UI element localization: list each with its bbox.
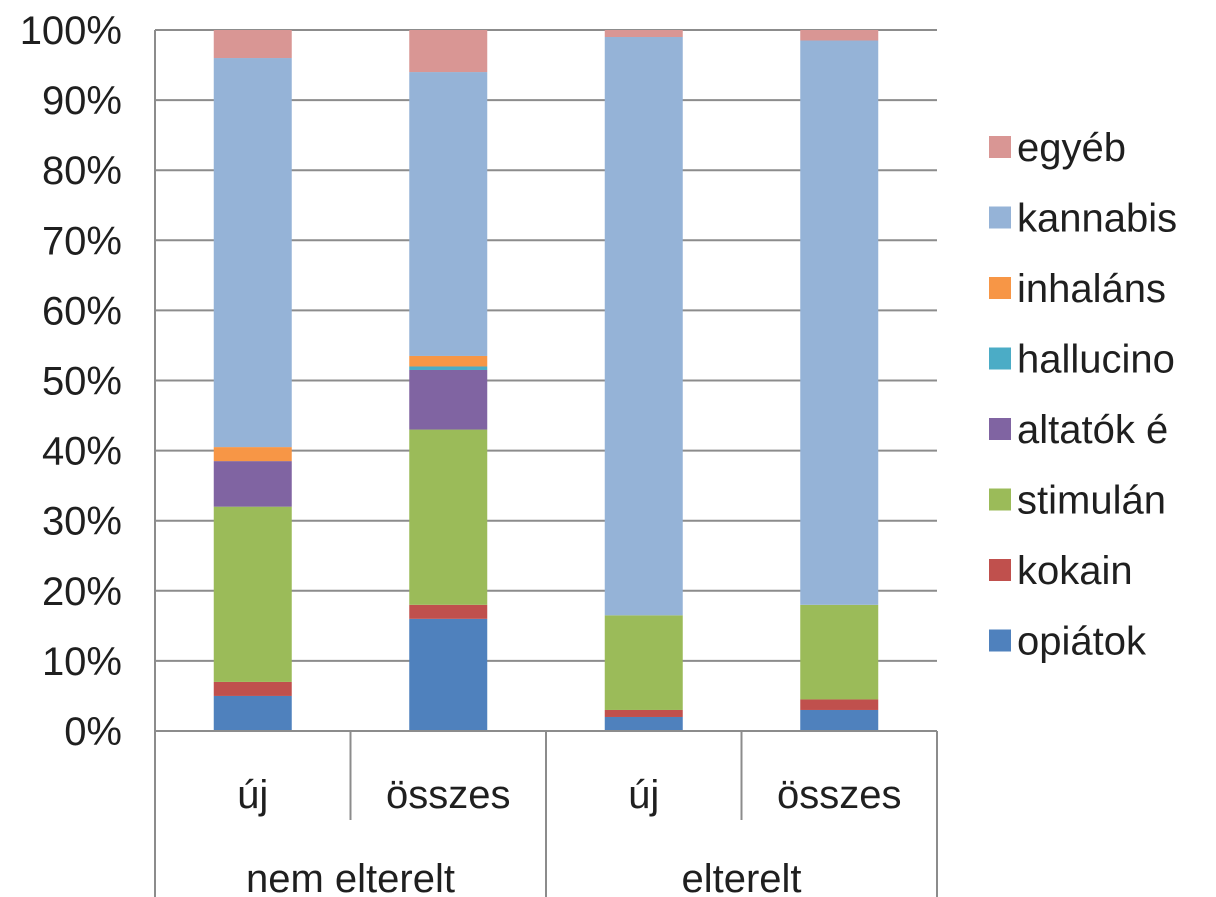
y-tick-label: 30% (42, 500, 122, 544)
legend-label: kannabis (1017, 197, 1177, 241)
legend-swatch (989, 206, 1011, 229)
y-tick-label: 80% (42, 149, 122, 193)
bar-segment (409, 618, 488, 731)
legend-swatch (989, 488, 1011, 511)
bars (213, 30, 879, 731)
x-category-label: új (237, 773, 268, 817)
y-tick-label: 50% (42, 360, 122, 404)
bar-segment (409, 72, 488, 356)
bar-segment (213, 58, 292, 448)
bar-segment (604, 37, 683, 616)
bar-segment (800, 604, 879, 700)
bar-segment (800, 699, 879, 710)
bar-segment (604, 716, 683, 731)
bar-segment (409, 604, 488, 619)
legend-label: kokain (1017, 549, 1133, 593)
legend-label: stimulán (1017, 479, 1166, 523)
x-axis: új összes új összes nem elterelt elterelt (154, 30, 938, 897)
y-tick-label: 90% (42, 79, 122, 123)
bar-segment (213, 695, 292, 731)
legend-swatch (989, 347, 1011, 370)
bar-segment (213, 506, 292, 682)
legend-label: hallucino (1017, 338, 1175, 382)
bar-segment (409, 366, 488, 370)
legend-label: inhaláns (1017, 267, 1166, 311)
bar-segment (800, 30, 879, 41)
bar-segment (213, 681, 292, 696)
legend-swatch (989, 418, 1011, 440)
bar-segment (604, 709, 683, 717)
bar-segment (409, 429, 488, 605)
y-tick-label: 40% (42, 430, 122, 474)
legend: egyéb kannabis inhaláns hallucino altatók é s… (989, 126, 1177, 664)
legend-swatch (989, 136, 1011, 158)
x-category-label: összes (386, 773, 511, 817)
y-tick-label: 20% (42, 570, 122, 614)
bar-segment (213, 30, 292, 59)
y-tick-label: 70% (42, 219, 122, 263)
bar-segment (213, 461, 292, 507)
y-tick-label: 0% (64, 710, 122, 754)
x-group-label: nem elterelt (246, 857, 455, 897)
legend-swatch (989, 277, 1011, 299)
bar-segment (409, 369, 488, 430)
y-tick-label: 100% (20, 9, 122, 53)
bar-segment (213, 447, 292, 462)
legend-swatch (989, 629, 1011, 652)
x-category-label: összes (777, 773, 902, 817)
bar-segment (800, 40, 879, 605)
y-tick-label: 10% (42, 640, 122, 684)
y-tick-label: 60% (42, 289, 122, 333)
legend-label: opiátok (1017, 620, 1147, 664)
legend-label: altatók é (1017, 408, 1168, 452)
bar-segment (409, 30, 488, 73)
x-group-label: elterelt (681, 857, 801, 897)
x-category-label: új (628, 773, 659, 817)
bar-segment (604, 30, 683, 38)
bar-segment (800, 709, 879, 731)
legend-swatch (989, 559, 1011, 581)
legend-label: egyéb (1017, 126, 1126, 170)
y-axis-ticks: 0% 10% 20% 30% 40% 50% 60% 70% 80% 90% 100% (20, 9, 122, 754)
bar-segment (604, 615, 683, 710)
bar-segment (409, 355, 488, 367)
